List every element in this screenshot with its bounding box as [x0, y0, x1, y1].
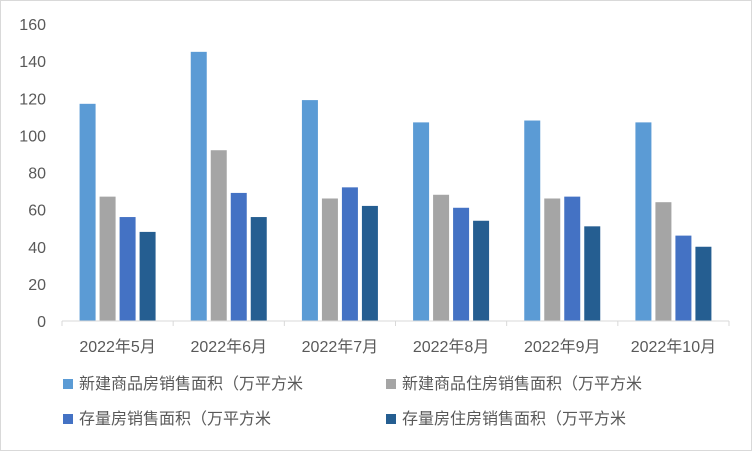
y-tick-label: 0 [37, 314, 46, 331]
x-tick-label: 2022年9月 [524, 338, 601, 356]
bar-series-2-1 [99, 196, 116, 321]
bars [79, 51, 712, 322]
bar-series-3-1 [119, 217, 136, 321]
y-tick-label: 40 [28, 240, 46, 257]
bar-series-2-4 [433, 194, 450, 321]
bar-series-4-2 [250, 217, 267, 321]
y-tick-label: 120 [19, 91, 46, 108]
legend-label: 存量房住房销售面积（万平方米 [402, 409, 626, 428]
bar-series-1-5 [524, 120, 541, 322]
bar-series-1-1 [79, 103, 96, 321]
bar-series-3-3 [341, 187, 358, 321]
y-axis-ticks: 0 20 40 60 80 100 120 140 160 [19, 17, 46, 331]
x-tick-label: 2022年10月 [631, 338, 716, 356]
bar-series-1-2 [190, 51, 207, 321]
legend-swatch [386, 379, 396, 389]
y-tick-label: 160 [19, 17, 46, 34]
legend-label: 新建商品房销售面积（万平方米 [79, 374, 303, 393]
x-tick-label: 2022年8月 [413, 338, 490, 356]
x-axis: 2022年5月 2022年6月 2022年7月 2022年8月 2022年9月 2022年… [61, 320, 730, 356]
bar-series-2-5 [544, 198, 561, 321]
bar-series-2-6 [655, 202, 672, 321]
legend-label: 存量房销售面积（万平方米 [79, 409, 271, 428]
bar-series-1-6 [635, 122, 652, 321]
bar-series-4-1 [139, 231, 156, 321]
bar-series-1-4 [413, 122, 430, 321]
legend-swatch [63, 379, 73, 389]
bar-series-3-2 [230, 192, 247, 321]
legend: 新建商品房销售面积（万平方米 新建商品住房销售面积（万平方米存量房销售面积（万平方… [63, 374, 642, 428]
bar-series-2-2 [210, 150, 227, 321]
bar-series-3-4 [453, 207, 470, 321]
legend-label: 新建商品住房销售面积（万平方米 [402, 374, 642, 393]
bar-series-3-6 [675, 235, 692, 321]
bar-series-3-5 [564, 196, 581, 321]
legend-swatch [63, 414, 73, 424]
x-tick-label: 2022年6月 [191, 338, 268, 356]
y-tick-label: 80 [28, 166, 46, 183]
x-tick-label: 2022年5月 [79, 338, 156, 356]
y-tick-label: 20 [28, 277, 46, 294]
y-tick-label: 60 [28, 203, 46, 220]
legend-swatch [386, 414, 396, 424]
bar-series-4-4 [473, 220, 490, 321]
bar-series-4-3 [361, 205, 378, 321]
bar-series-1-3 [301, 100, 318, 321]
bar-series-2-3 [321, 198, 338, 321]
y-tick-label: 100 [19, 128, 46, 145]
bar-series-4-6 [695, 246, 712, 321]
bar-series-4-5 [584, 226, 601, 321]
y-tick-label: 140 [19, 54, 46, 71]
x-tick-label: 2022年7月 [302, 338, 379, 356]
